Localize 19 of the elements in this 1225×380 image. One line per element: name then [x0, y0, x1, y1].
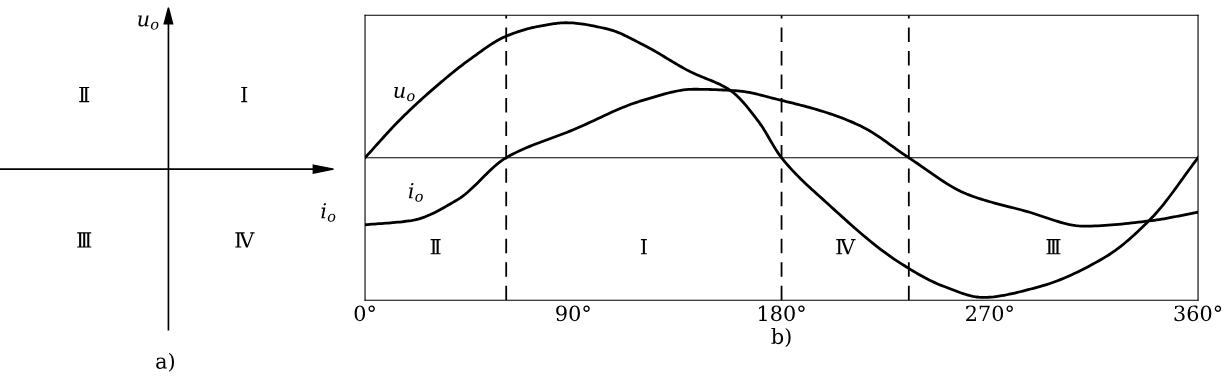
- annotation: Ⅲ: [1046, 239, 1061, 255]
- x-tick-label: 270°: [966, 305, 1013, 322]
- x-tick-label: 180°: [759, 305, 805, 322]
- x-tick-label: 360°: [1174, 305, 1222, 322]
- x-tick-label: 90°: [556, 305, 590, 322]
- series-label: i$_{o}$: [408, 182, 423, 202]
- series-label: u$_{o}$: [394, 86, 415, 102]
- x-axis-title: b): [771, 328, 791, 348]
- text: a): [156, 352, 174, 372]
- x-tick-label: 0°: [354, 305, 375, 322]
- text: Ⅱ: [79, 86, 90, 103]
- text: Ⅰ: [241, 86, 248, 103]
- text: Ⅳ: [235, 232, 255, 248]
- text: Ⅲ: [77, 232, 92, 248]
- text: i$_{o}$: [321, 203, 336, 222]
- annotation: Ⅰ: [640, 239, 647, 255]
- annotation: Ⅱ: [430, 239, 441, 255]
- text: u$_{o}$: [138, 15, 159, 30]
- annotation: Ⅳ: [836, 239, 856, 255]
